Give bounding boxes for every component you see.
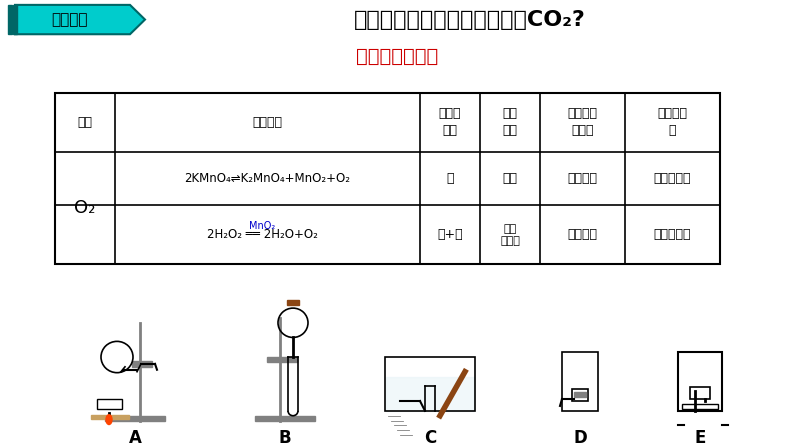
Bar — [682, 404, 718, 409]
Polygon shape — [15, 5, 145, 34]
Text: 大于空气: 大于空气 — [568, 228, 598, 241]
Text: 不易溶于水: 不易溶于水 — [653, 172, 692, 185]
Bar — [13, 5, 17, 34]
Bar — [287, 300, 299, 305]
Text: E: E — [694, 429, 706, 447]
Text: 加热: 加热 — [503, 172, 518, 185]
Text: 2H₂O₂ ══ 2H₂O+O₂: 2H₂O₂ ══ 2H₂O+O₂ — [207, 228, 318, 241]
Text: 固+液: 固+液 — [437, 228, 463, 241]
Text: 是否溶于
水: 是否溶于 水 — [657, 107, 688, 137]
Text: ［温故而知新］: ［温故而知新］ — [356, 47, 438, 66]
Bar — [97, 399, 122, 409]
Text: 反应
条件: 反应 条件 — [503, 107, 518, 137]
Bar — [55, 93, 720, 264]
Bar — [91, 415, 129, 419]
Text: 反应物
状态: 反应物 状态 — [439, 107, 461, 137]
Text: 2KMnO₄⇌K₂MnO₄+MnO₂+O₂: 2KMnO₄⇌K₂MnO₄+MnO₂+O₂ — [184, 172, 350, 185]
Text: 固: 固 — [446, 172, 453, 185]
Bar — [385, 357, 475, 411]
Text: D: D — [573, 429, 587, 447]
Bar — [255, 416, 315, 421]
Ellipse shape — [106, 415, 112, 425]
Text: 密度与空
气比较: 密度与空 气比较 — [568, 107, 598, 137]
Bar — [132, 361, 152, 367]
Text: MnO₂: MnO₂ — [249, 221, 276, 231]
Text: 反应原理: 反应原理 — [252, 116, 283, 129]
Bar — [690, 388, 710, 399]
Text: 不易溶于水: 不易溶于水 — [653, 228, 692, 241]
Bar — [572, 389, 588, 401]
Text: 提出问题: 提出问题 — [52, 12, 88, 27]
Bar — [574, 392, 586, 397]
Bar — [562, 352, 598, 411]
Bar — [267, 357, 297, 362]
Text: B: B — [279, 429, 291, 447]
Text: 如何选择一套合理的装置制取CO₂?: 如何选择一套合理的装置制取CO₂? — [354, 9, 586, 30]
Bar — [678, 352, 722, 411]
Bar — [8, 5, 12, 34]
Text: 常温
催化剂: 常温 催化剂 — [500, 224, 520, 246]
Bar — [105, 416, 165, 421]
Text: 气体: 气体 — [78, 116, 92, 129]
Text: O₂: O₂ — [75, 199, 96, 217]
Bar — [386, 376, 474, 411]
Text: A: A — [129, 429, 141, 447]
Text: C: C — [424, 429, 436, 447]
Text: 大于空气: 大于空气 — [568, 172, 598, 185]
